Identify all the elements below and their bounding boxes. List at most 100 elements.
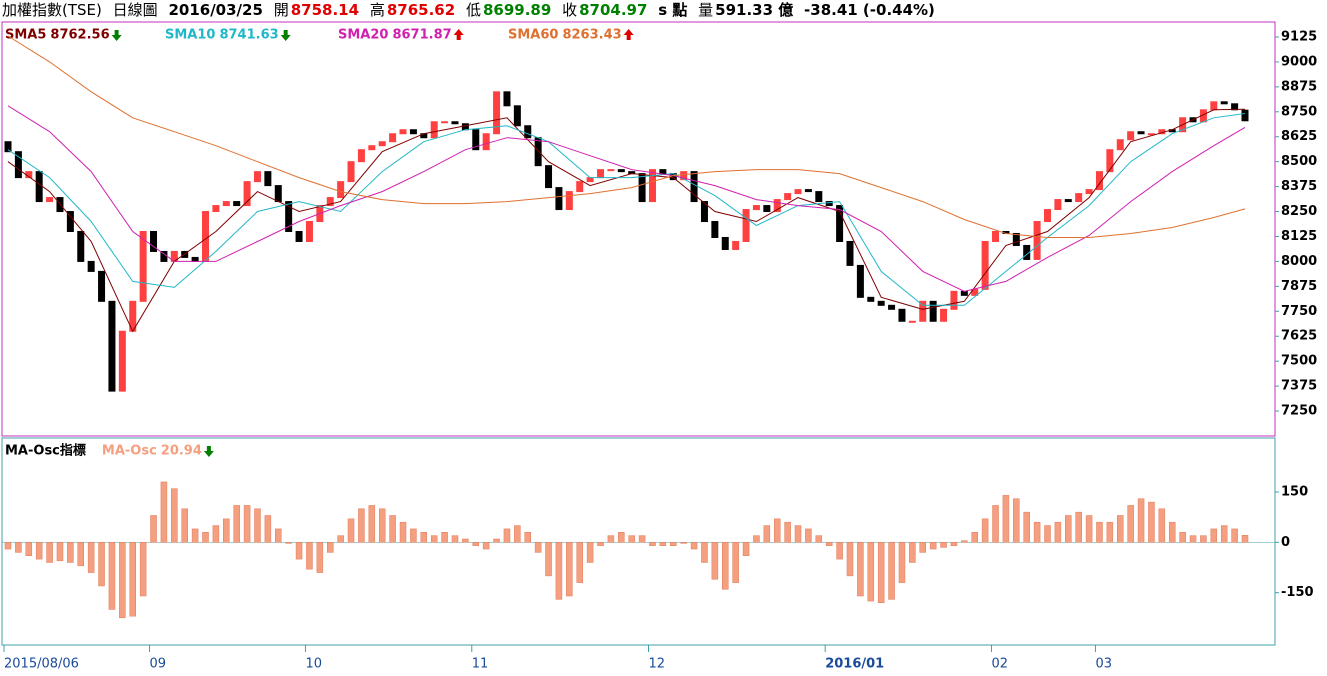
candle <box>1106 149 1114 173</box>
osc-bar <box>441 532 448 543</box>
legend-value: 8671.87 <box>392 28 451 43</box>
x-tick-label: 10 <box>305 657 322 672</box>
candle <box>1210 101 1218 111</box>
candle <box>638 173 646 203</box>
candle <box>212 205 220 213</box>
candle <box>503 91 511 107</box>
osc-bar <box>223 518 230 543</box>
candle <box>732 240 740 250</box>
osc-bar <box>1117 515 1124 543</box>
osc-bar <box>680 542 687 544</box>
x-tick-label: 2015/08/06 <box>4 657 79 672</box>
sma-line <box>7 108 1246 333</box>
osc-bar <box>482 542 490 550</box>
candle <box>846 240 854 266</box>
legend-name: SMA5 <box>5 28 46 43</box>
arrow-down <box>111 30 122 41</box>
candle <box>378 141 386 147</box>
osc-bar <box>877 542 885 603</box>
osc-bar <box>472 542 480 546</box>
osc-bar <box>1013 498 1020 543</box>
high-label: 高 <box>369 1 385 19</box>
osc-bar <box>784 521 791 543</box>
candle <box>1220 101 1228 105</box>
candle <box>1137 131 1145 135</box>
x-tick-label: 02 <box>992 657 1009 672</box>
osc-bar <box>316 542 324 573</box>
osc-bar <box>690 542 698 550</box>
y-tick-label: 150 <box>1281 485 1308 500</box>
osc-bar <box>929 542 937 550</box>
osc-bar <box>46 542 53 563</box>
osc-bar <box>1158 508 1166 543</box>
candle <box>139 230 147 302</box>
y-tick-label: 8000 <box>1281 254 1317 269</box>
candle <box>118 330 126 392</box>
volume-label: 量 <box>698 1 714 19</box>
candle <box>513 105 521 127</box>
candle <box>461 123 469 131</box>
y-tick-label: 8500 <box>1281 154 1317 169</box>
candle <box>1043 209 1051 223</box>
candle <box>971 288 979 296</box>
candle <box>66 211 74 232</box>
osc-bar <box>534 542 542 553</box>
osc-bar <box>898 542 906 583</box>
candle <box>919 300 927 322</box>
candle <box>108 300 116 392</box>
osc-bar <box>566 542 573 597</box>
candle <box>46 197 54 203</box>
candle <box>867 296 875 302</box>
candle <box>877 300 885 306</box>
candle <box>14 151 22 179</box>
candle <box>233 201 241 207</box>
osc-bar <box>815 535 823 543</box>
osc-bar <box>462 538 469 543</box>
arrow-down <box>203 446 214 457</box>
candle <box>295 230 303 242</box>
low-label: 低 <box>465 1 481 19</box>
legend-value: 8741.63 <box>219 28 278 43</box>
osc-bar <box>701 542 708 563</box>
osc-bar <box>1241 535 1249 543</box>
candle <box>77 230 85 262</box>
osc-bar <box>1179 532 1186 543</box>
candle <box>1054 199 1062 211</box>
candle <box>337 181 345 199</box>
candle <box>773 199 781 213</box>
candle <box>1147 133 1155 136</box>
open-label: 開 <box>273 1 289 19</box>
osc-bar <box>1148 501 1155 543</box>
candle <box>441 121 449 124</box>
osc-bar <box>4 542 12 550</box>
low-value: 8699.89 <box>482 1 552 19</box>
sma-line <box>7 105 1246 292</box>
osc-bar <box>909 542 916 563</box>
osc-bar <box>1096 521 1103 543</box>
candle <box>950 290 958 310</box>
legend-value: 8762.56 <box>50 28 109 43</box>
osc-bar <box>1137 498 1145 543</box>
osc-bar <box>618 532 625 543</box>
candle <box>1231 103 1239 111</box>
candle <box>825 201 833 207</box>
osc-bar <box>129 542 136 617</box>
osc-bar <box>857 542 864 597</box>
candle <box>555 187 563 211</box>
osc-bar <box>586 542 594 563</box>
candle <box>451 121 459 125</box>
y-tick-label: 7375 <box>1281 379 1317 394</box>
osc-bar <box>1023 511 1030 543</box>
candle <box>815 191 823 203</box>
y-tick-label: 8625 <box>1281 129 1317 144</box>
osc-legend-name: MA-Osc <box>102 444 157 459</box>
osc-bar <box>77 542 85 567</box>
candle <box>285 201 293 232</box>
osc-bar <box>628 535 635 543</box>
y-tick-label: 8250 <box>1281 204 1317 219</box>
osc-bar <box>825 542 833 546</box>
osc-bar <box>56 542 64 562</box>
osc-bar <box>649 542 656 546</box>
osc-bar <box>722 542 729 590</box>
